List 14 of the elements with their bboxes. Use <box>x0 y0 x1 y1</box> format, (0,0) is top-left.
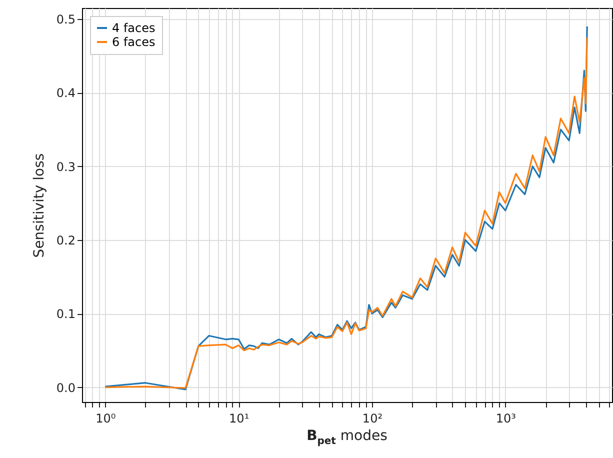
y-tick-label: 0.4 <box>56 86 76 100</box>
y-tick-label: 0.5 <box>56 12 76 27</box>
x-tick-label: 10² <box>362 412 383 426</box>
y-tick-label: 0.0 <box>56 380 76 395</box>
legend-label: 6 faces <box>112 35 156 49</box>
legend-label: 4 faces <box>112 21 156 35</box>
y-axis-title: Sensitivity loss <box>31 153 48 258</box>
y-tick-label: 0.3 <box>56 160 76 174</box>
x-tick-label: 10⁰ <box>96 412 116 426</box>
y-tick-label: 0.1 <box>56 307 76 322</box>
x-axis-title: B$_{pet}$ modes <box>306 428 388 447</box>
x-tick-label: 10¹ <box>229 412 250 426</box>
x-tick-label: 10³ <box>496 412 516 426</box>
y-tick-label: 0.2 <box>56 233 76 248</box>
